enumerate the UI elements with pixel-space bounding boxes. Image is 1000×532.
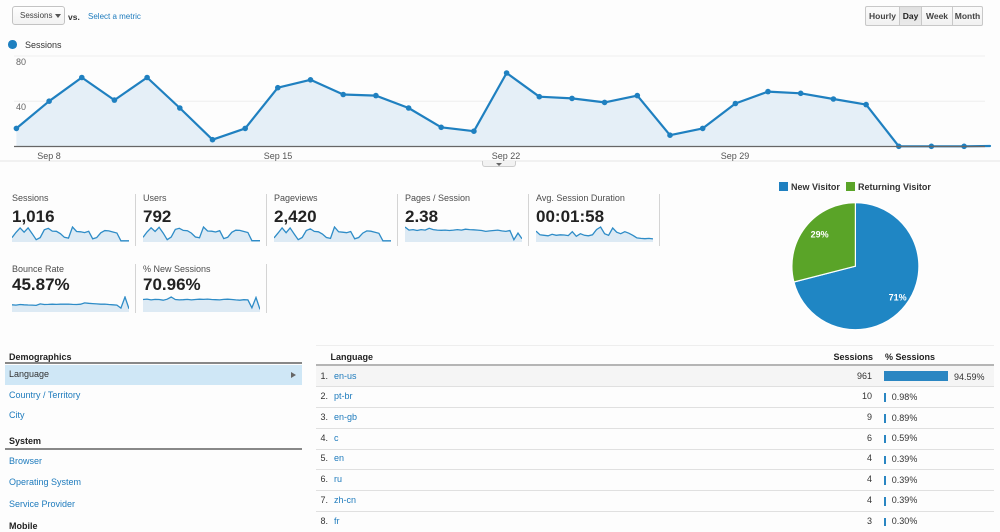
svg-text:71%: 71% bbox=[889, 293, 907, 303]
svg-text:29%: 29% bbox=[811, 230, 829, 240]
